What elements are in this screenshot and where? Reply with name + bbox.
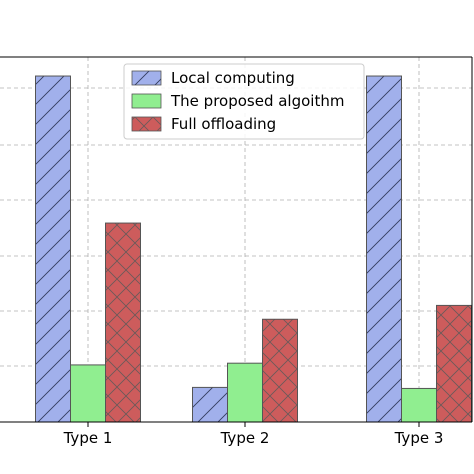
legend-label-1: Local computing	[171, 69, 295, 87]
x-tick-label-1: Type 1	[63, 429, 113, 447]
legend-label-3: Full offloading	[171, 115, 276, 133]
bar-hatch-3-2	[262, 319, 298, 422]
bar-hatch-1-3	[366, 76, 402, 422]
bar-2-3	[401, 388, 437, 422]
legend-swatch-hatch-3	[132, 117, 161, 131]
bar-2-1	[70, 364, 106, 422]
legend: Local computing The proposed algoithm Full…	[123, 63, 365, 140]
bars	[35, 75, 472, 422]
x-tick-label-3: Type 3	[394, 429, 444, 447]
legend-label-2: The proposed algoithm	[170, 92, 344, 110]
bar-hatch-3-1	[105, 223, 141, 422]
x-tick-label-2: Type 2	[220, 429, 270, 447]
bar-outline-3-2	[262, 318, 298, 422]
bar-hatch-3-3	[436, 305, 472, 422]
legend-box	[123, 63, 365, 140]
legend-swatch-hatch-1	[132, 71, 161, 85]
legend-swatch-2	[131, 93, 162, 109]
bar-hatch-1-1	[35, 76, 71, 422]
bar-outline-3-1	[105, 222, 141, 422]
axes: Type 1 Type 2 Type 3	[0, 56, 473, 447]
bar-hatch-1-2	[192, 387, 228, 422]
bar-2-2	[227, 363, 263, 422]
